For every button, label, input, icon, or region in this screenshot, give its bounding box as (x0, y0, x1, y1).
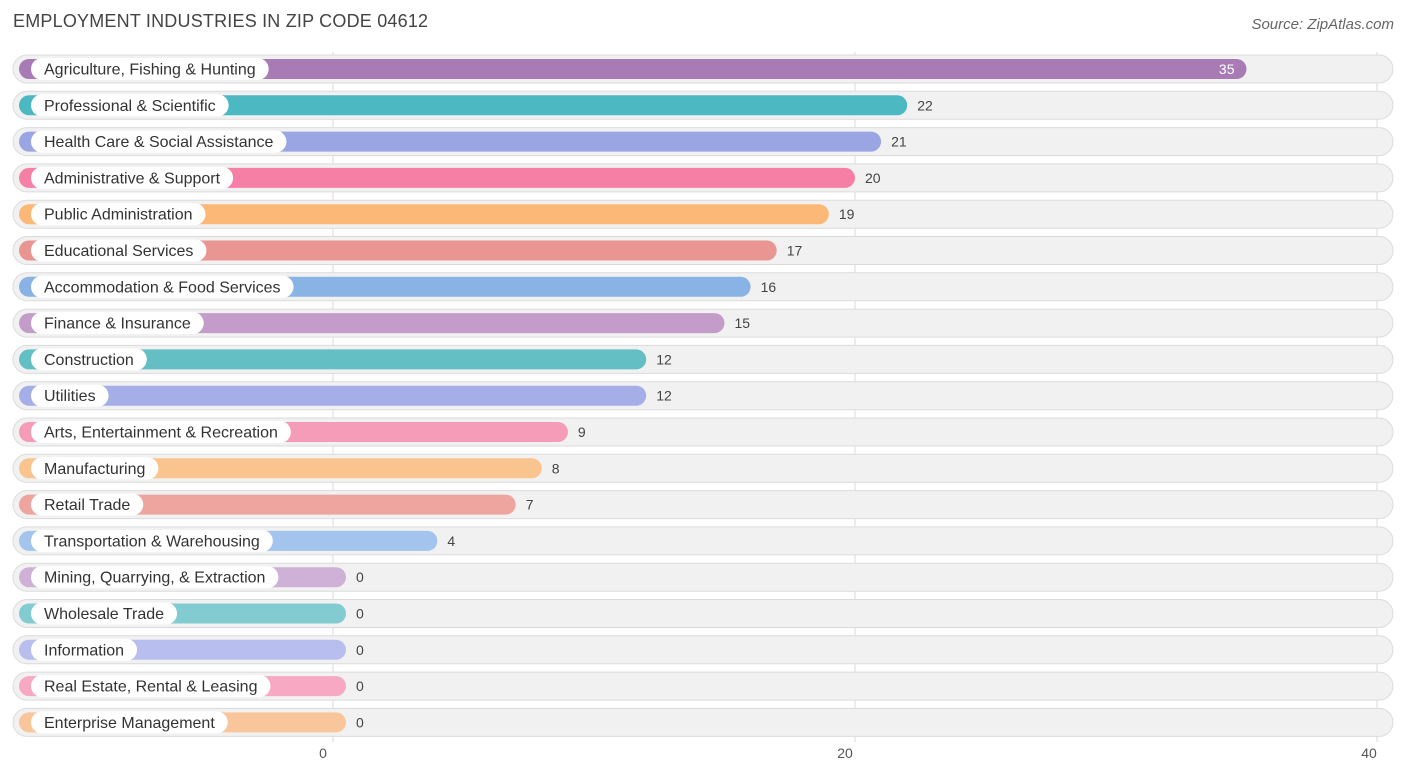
category-label-pill (31, 457, 159, 480)
x-tick-label: 0 (319, 745, 327, 761)
bar-row: Real Estate, Rental & Leasing 0 (12, 671, 1394, 701)
bar-row: Information 0 (12, 635, 1394, 665)
category-label-pill (31, 94, 229, 117)
row-background (12, 671, 1394, 701)
category-label: Arts, Entertainment & Recreation (44, 425, 278, 442)
bar-row: Administrative & Support 20 (12, 163, 1394, 193)
category-label: Manufacturing (44, 461, 145, 478)
value-label: 0 (356, 714, 364, 730)
value-label: 21 (891, 134, 907, 150)
bar-row: Agriculture, Fishing & Hunting 35 (12, 54, 1394, 84)
value-label: 12 (656, 351, 672, 367)
value-label: 0 (356, 606, 364, 622)
row-background (12, 599, 1394, 628)
bar-row: Manufacturing 8 (12, 453, 1394, 483)
row-background (12, 562, 1394, 592)
category-label: Enterprise Management (44, 715, 215, 732)
category-label: Wholesale Trade (44, 606, 164, 623)
category-label-pill (31, 675, 271, 698)
x-tick-label: 20 (837, 745, 853, 761)
category-label-pill (31, 275, 294, 298)
bar-row: Accommodation & Food Services 16 (12, 272, 1394, 302)
bar (19, 204, 829, 225)
bar-row: Utilities 12 (12, 381, 1394, 411)
bar-row: Arts, Entertainment & Recreation 9 (12, 417, 1394, 447)
value-label: 35 (1219, 61, 1235, 77)
x-axis: 0 20 40 (319, 745, 1377, 761)
category-label-pill (31, 312, 204, 335)
category-label-pill (31, 493, 144, 516)
category-label: Educational Services (44, 243, 193, 260)
bar-row: Professional & Scientific 22 (12, 90, 1394, 120)
category-label-pill (31, 638, 138, 661)
value-label: 9 (578, 424, 586, 440)
bar-row: Wholesale Trade 0 (12, 599, 1394, 628)
value-label: 0 (356, 678, 364, 694)
value-label: 22 (917, 97, 933, 113)
value-label: 19 (839, 206, 855, 222)
category-label-pill (31, 711, 228, 734)
category-label-pill (31, 58, 269, 80)
category-label-pill (31, 130, 287, 153)
category-label: Mining, Quarrying, & Extraction (44, 570, 265, 587)
category-label: Transportation & Warehousing (44, 533, 260, 550)
row-background (12, 707, 1394, 737)
value-label: 16 (761, 279, 777, 295)
value-label: 12 (656, 388, 672, 404)
bar-row: Finance & Insurance 15 (12, 308, 1394, 338)
category-label-pill (31, 421, 291, 443)
category-label: Real Estate, Rental & Leasing (44, 679, 257, 696)
category-label: Accommodation & Food Services (44, 279, 281, 296)
bar (19, 385, 647, 406)
category-label: Construction (44, 352, 134, 369)
bar-row: Educational Services 17 (12, 236, 1394, 265)
value-label: 4 (447, 533, 455, 549)
bar (19, 494, 516, 515)
category-label-pill (31, 348, 147, 371)
category-label-pill (31, 602, 178, 625)
category-label: Finance & Insurance (44, 316, 191, 333)
bar-row: Mining, Quarrying, & Extraction 0 (12, 562, 1394, 592)
value-label: 17 (787, 243, 803, 259)
row-background (12, 635, 1394, 665)
category-label: Retail Trade (44, 497, 130, 514)
bar-row: Construction 12 (12, 344, 1394, 374)
value-label: 15 (735, 315, 751, 331)
bar-row: Transportation & Warehousing 4 (12, 526, 1394, 556)
value-label: 20 (865, 170, 881, 186)
category-label: Administrative & Support (44, 170, 221, 187)
category-label: Health Care & Social Assistance (44, 134, 274, 151)
category-label-pill (31, 203, 206, 226)
value-label: 0 (356, 569, 364, 585)
value-label: 8 (552, 460, 560, 476)
category-label-pill (31, 166, 234, 189)
bar-row: Health Care & Social Assistance 21 (12, 127, 1394, 157)
value-label: 7 (526, 497, 534, 513)
bar-row: Enterprise Management 0 (12, 707, 1394, 737)
bar (19, 349, 647, 370)
category-label: Public Administration (44, 207, 193, 224)
category-label: Information (44, 642, 124, 659)
x-tick-label: 40 (1361, 745, 1377, 761)
source-credit: Source: ZipAtlas.com (1251, 16, 1394, 33)
category-label-pill (31, 529, 273, 552)
category-label: Utilities (44, 388, 96, 405)
bar-row: Public Administration 19 (12, 199, 1394, 229)
category-label-pill (31, 384, 109, 407)
category-label-pill (31, 566, 279, 589)
bar (19, 59, 1247, 79)
value-label: 0 (356, 642, 364, 658)
category-label-pill (31, 239, 207, 262)
rows-layer: Agriculture, Fishing & Hunting 35 Professi… (12, 54, 1394, 737)
category-label: Agriculture, Fishing & Hunting (44, 62, 256, 79)
category-label: Professional & Scientific (44, 98, 216, 115)
bar (19, 95, 908, 116)
chart-title: EMPLOYMENT INDUSTRIES IN ZIP CODE 04612 (13, 11, 429, 31)
bar (19, 240, 777, 261)
bar-row: Retail Trade 7 (12, 490, 1394, 520)
